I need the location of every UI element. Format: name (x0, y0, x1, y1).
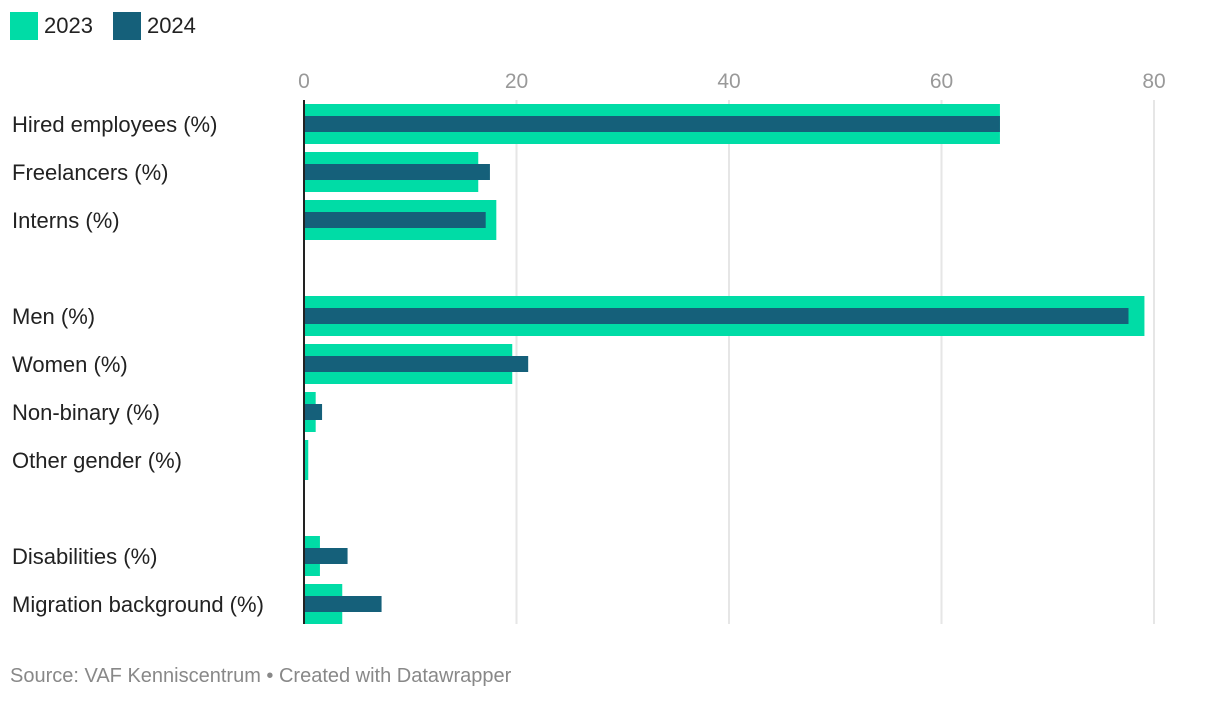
x-tick-label: 0 (298, 70, 310, 93)
category-label: Men (%) (12, 304, 95, 329)
legend-swatch-2024 (112, 12, 141, 40)
category-label: Disabilities (%) (12, 544, 157, 569)
category-label: Migration background (%) (12, 592, 264, 617)
legend-label-2024: 2024 (146, 13, 196, 38)
category-label: Hired employees (%) (12, 112, 217, 137)
x-tick-label: 80 (1142, 70, 1165, 93)
legend-swatch-2023 (10, 12, 38, 40)
bar-2024 (304, 212, 486, 228)
bar-2024 (304, 164, 490, 180)
category-label: Women (%) (12, 352, 128, 377)
category-label: Other gender (%) (12, 448, 182, 473)
category-label: Non-binary (%) (12, 400, 160, 425)
category-label: Interns (%) (12, 208, 120, 233)
bar-2024 (304, 356, 529, 372)
bar-2023 (304, 440, 309, 480)
bar-2024 (304, 308, 1129, 324)
x-tick-label: 20 (505, 70, 528, 93)
source-note: Source: VAF Kenniscentrum • Created with… (10, 665, 512, 687)
legend-item-2023: 2023 (10, 12, 93, 40)
bar-2024 (304, 404, 323, 420)
bar-2024 (304, 596, 382, 612)
legend-item-2024: 2024 (112, 12, 196, 40)
bar-2024 (304, 548, 348, 564)
bar-2024 (304, 116, 1000, 132)
x-tick-label: 40 (717, 70, 740, 93)
category-label: Freelancers (%) (12, 160, 168, 185)
legend-label-2023: 2023 (44, 13, 93, 38)
legend: 2023 2024 (10, 12, 196, 40)
x-tick-label: 60 (930, 70, 953, 93)
